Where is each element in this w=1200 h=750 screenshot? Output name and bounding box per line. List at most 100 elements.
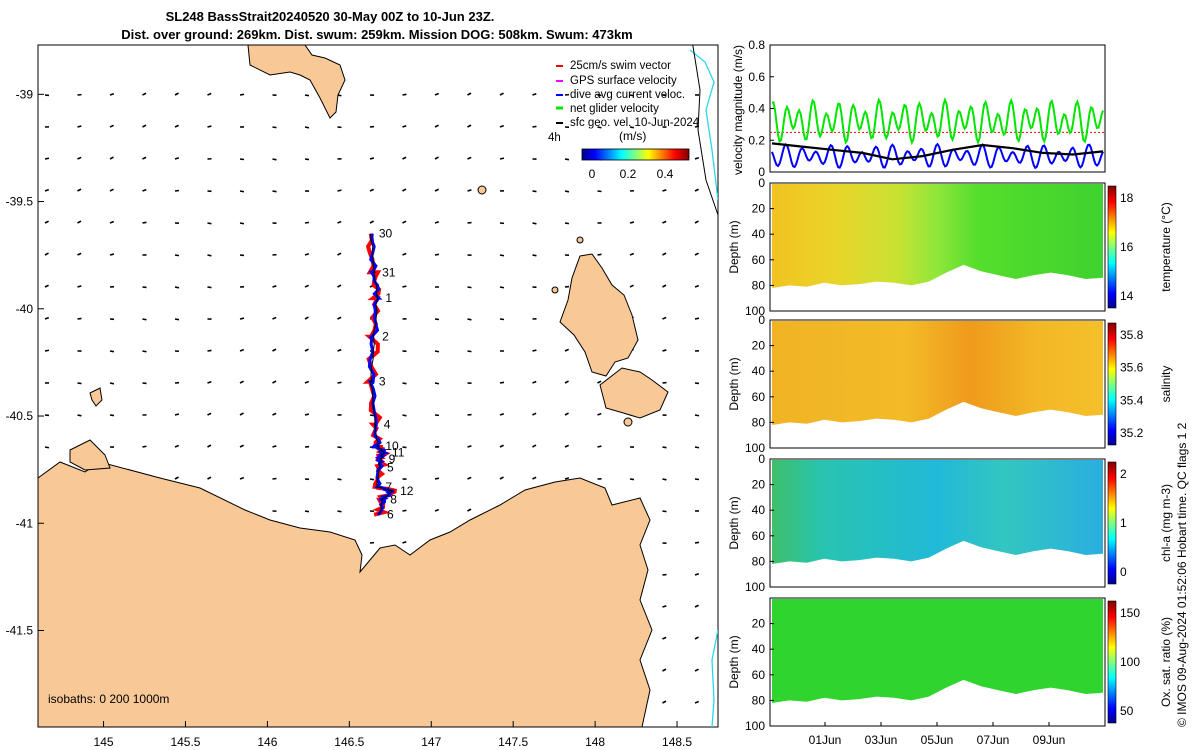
surface-velocity-vector — [532, 380, 537, 384]
temperature-colorbar-tick: 16 — [1120, 240, 1134, 254]
chl-a-section-panel: 0 20 40 60 80 100 Depth (m) 0 1 2 chl-a (mg m-3) — [727, 452, 1173, 594]
surface-velocity-vector — [597, 445, 602, 448]
surface-velocity-vector — [434, 508, 440, 512]
surface-velocity-vector — [532, 412, 537, 416]
temperature-colorbar-label: temperature (°C) — [1159, 202, 1173, 292]
surface-velocity-vector — [694, 252, 699, 256]
surface-velocity-vector — [434, 156, 439, 160]
surface-velocity-vector — [174, 92, 179, 96]
velocity-ytick-label: 0.2 — [748, 133, 765, 147]
surface-velocity-vector — [434, 253, 440, 256]
surface-velocity-vector — [532, 92, 537, 96]
track-day-label: 2 — [382, 330, 389, 344]
surface-velocity-vector — [467, 189, 472, 192]
surface-velocity-vector — [434, 92, 440, 96]
date-tick-label: 09Jun — [1033, 733, 1066, 747]
land-islet — [551, 286, 559, 294]
surface-velocity-vector — [499, 286, 505, 289]
surface-velocity-vector — [467, 286, 472, 289]
oxygen-section-panel: 20 40 60 80 100 Depth (m) 50 100 150 Ox. sat. rat… — [727, 597, 1173, 747]
salinity-colorbar-tick: 35.6 — [1120, 361, 1144, 375]
surface-velocity-vector — [109, 188, 114, 192]
surface-velocity-vector — [532, 349, 537, 352]
surface-velocity-vector — [44, 284, 49, 288]
surface-velocity-vector — [109, 253, 115, 256]
surface-velocity-vector — [662, 189, 667, 192]
footer-note: © IMOS 09-Aug-2024 01:52:06 Hobart time.… — [1175, 422, 1189, 727]
surface-velocity-vector — [272, 316, 277, 320]
lat-tick-label: -39 — [16, 87, 34, 101]
velocity-axes: 0 0.2 0.4 0.6 0.8 — [748, 38, 774, 179]
land-cape-barren-island — [599, 367, 669, 419]
temperature-ylabel: Depth (m) — [727, 220, 741, 273]
salinity-ytick-label: 20 — [752, 339, 766, 353]
surface-velocity-vector — [109, 93, 115, 96]
temperature-ytick-label: 100 — [745, 304, 765, 318]
surface-velocity-vector — [272, 412, 277, 416]
lat-tick-label: -41.5 — [6, 623, 34, 637]
surface-velocity-vector — [694, 414, 700, 417]
surface-velocity-vector — [207, 125, 212, 128]
surface-velocity-vector — [499, 444, 504, 448]
surface-velocity-vector — [272, 126, 277, 129]
lon-tick-label: 145.5 — [170, 735, 200, 749]
oxygen-ytick-label: 40 — [752, 642, 766, 656]
velocity-ytick-label: 0.4 — [748, 102, 765, 116]
colorbar-tick: 0 — [589, 167, 596, 181]
lon-tick-label: 146.5 — [334, 735, 364, 749]
svg-text:net glider velocity: net glider velocity — [570, 103, 659, 115]
surface-velocity-vector — [597, 380, 602, 384]
surface-velocity-vector — [337, 220, 342, 224]
surface-velocity-vector — [467, 156, 472, 160]
surface-velocity-vector — [239, 190, 245, 193]
track-day-label: 10 — [385, 439, 399, 453]
track-day-label: 7 — [385, 480, 392, 494]
surface-velocity-vector — [532, 222, 537, 225]
chl-a-ylabel: Depth (m) — [727, 496, 741, 549]
surface-velocity-vector — [369, 414, 375, 417]
isobath-1000m — [689, 49, 718, 201]
salinity-colorbar — [1107, 322, 1117, 446]
temperature-colorbar — [1107, 185, 1117, 309]
oxygen-ytick-label: 80 — [752, 693, 766, 707]
title-line-2: Dist. over ground: 269km. Dist. swum: 25… — [121, 27, 633, 42]
surface-velocity-vector — [402, 252, 407, 256]
chl-a-ytick-label: 100 — [745, 580, 765, 594]
surface-velocity-vector — [369, 220, 374, 224]
temperature-colorbar-tick: 14 — [1120, 289, 1134, 303]
land-hunter-islands — [69, 439, 111, 471]
surface-velocity-vector — [662, 94, 667, 97]
surface-velocity-vector — [532, 444, 537, 448]
surface-velocity-vector — [272, 380, 277, 384]
temperature-ytick-label: 60 — [752, 253, 766, 267]
surface-velocity-vector — [304, 221, 310, 224]
surface-velocity-vector — [77, 125, 82, 128]
surface-velocity-vector — [207, 286, 212, 289]
salinity-section-panel: 0 20 40 60 80 100 Depth (m) 35.2 35.4 35.6 35.8 sal… — [727, 313, 1173, 455]
surface-velocity-vector — [694, 700, 700, 704]
surface-velocity-vector — [467, 508, 472, 512]
velocity-ytick-label: 0.8 — [748, 38, 765, 52]
surface-velocity-vector — [239, 380, 244, 384]
surface-velocity-vector — [499, 254, 505, 257]
lat-tick-label: -40.5 — [6, 409, 34, 423]
surface-velocity-vector — [337, 381, 342, 384]
surface-velocity-vector — [142, 221, 147, 224]
surface-velocity-vector — [499, 476, 504, 480]
lon-tick-label: 148 — [585, 735, 605, 749]
surface-velocity-vector — [337, 348, 342, 352]
surface-velocity-vector — [564, 444, 569, 448]
surface-velocity-vector — [532, 254, 537, 257]
surface-velocity-vector — [44, 316, 50, 320]
surface-velocity-vector — [467, 318, 472, 321]
surface-velocity-vector — [304, 510, 310, 513]
surface-velocity-vector — [369, 188, 374, 192]
legend-item-gps-velocity: GPS surface velocity — [556, 75, 677, 87]
colorbar-tick: 0.4 — [657, 167, 674, 181]
date-tick-label: 05Jun — [921, 733, 954, 747]
surface-velocity-vector — [564, 190, 570, 193]
surface-velocity-vector — [694, 668, 699, 672]
